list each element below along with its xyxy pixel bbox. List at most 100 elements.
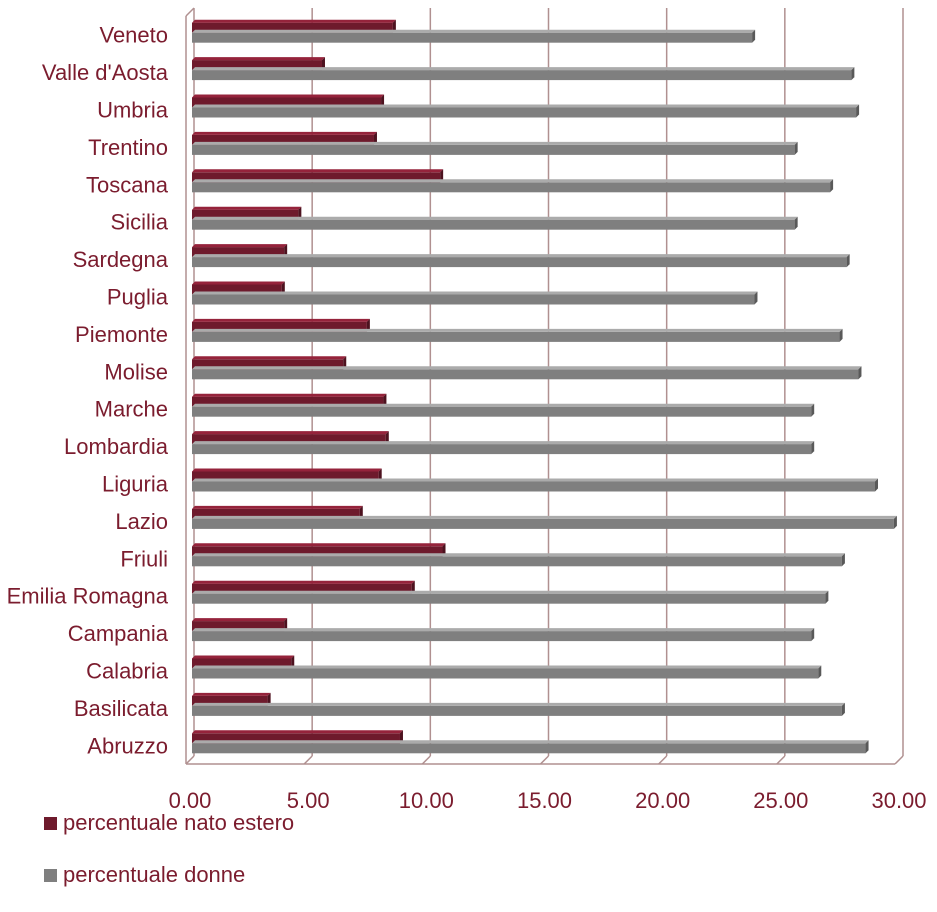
bar-donne-side — [811, 403, 815, 417]
floor-gridline — [658, 755, 668, 765]
bar-donne-side — [865, 740, 869, 754]
bar-donne-side — [794, 216, 798, 230]
bar-donne — [192, 182, 831, 193]
legend: percentuale nato estero percentuale donn… — [44, 808, 294, 912]
category-label: Valle d'Aosta — [42, 60, 169, 85]
bar-donne-side — [875, 478, 879, 492]
x-tick-label: 10.00 — [399, 788, 454, 813]
bar-donne-side — [856, 104, 860, 118]
bar-donne-top — [192, 328, 843, 332]
category-label: Basilicata — [74, 696, 169, 721]
bar-donne-top — [192, 29, 756, 33]
bar-nato-estero-top — [192, 169, 444, 173]
bar-donne — [192, 593, 826, 604]
bar-donne-top — [192, 665, 822, 669]
bar-nato-estero — [192, 284, 282, 295]
y-axis-top — [185, 7, 195, 17]
bar-nato-estero-top — [192, 618, 288, 622]
bar-nato-estero-side — [392, 19, 396, 33]
bar-nato-estero-top — [192, 281, 285, 285]
floor-gridline — [303, 755, 313, 765]
bar-nato-estero-top — [192, 356, 347, 360]
floor-gridline — [185, 755, 195, 765]
bar-donne-top — [192, 740, 869, 744]
category-label: Liguria — [102, 472, 169, 497]
bar-nato-estero — [192, 658, 292, 669]
category-label: Lombardia — [64, 434, 169, 459]
category-label: Piemonte — [75, 322, 168, 347]
bar-nato-estero-top — [192, 543, 446, 547]
bar-donne-side — [841, 553, 845, 567]
category-label: Umbria — [97, 98, 169, 123]
bar-donne-top — [192, 366, 862, 370]
bar-donne-top — [192, 403, 815, 407]
bar-nato-estero-side — [284, 244, 288, 258]
bar-nato-estero-side — [373, 131, 377, 145]
bar-donne-side — [846, 254, 850, 268]
bar-nato-estero-side — [378, 468, 382, 482]
category-label: Trentino — [88, 135, 168, 160]
bar-donne — [192, 444, 812, 455]
bar-nato-estero-top — [192, 94, 385, 98]
bar-donne-side — [754, 291, 758, 305]
bar-nato-estero-side — [359, 505, 363, 519]
bar-nato-estero — [192, 733, 400, 744]
bar-nato-estero-side — [411, 580, 415, 594]
bar-donne-side — [825, 590, 829, 604]
bar-nato-estero — [192, 247, 285, 258]
legend-item-donne: percentuale donne — [44, 860, 294, 890]
bar-nato-estero-side — [442, 543, 446, 557]
bar-donne-top — [192, 104, 860, 108]
bar-donne — [192, 144, 795, 155]
bar-donne-top — [192, 553, 845, 557]
bar-nato-estero-side — [440, 169, 444, 183]
bar-donne-side — [811, 628, 815, 642]
bar-nato-estero-top — [192, 57, 325, 61]
bar-nato-estero-side — [383, 393, 387, 407]
bar-nato-estero — [192, 321, 367, 332]
bar-donne — [192, 70, 852, 81]
bar-nato-estero-top — [192, 206, 302, 210]
category-label: Lazio — [115, 509, 168, 534]
bar-nato-estero-side — [381, 94, 385, 108]
bar-nato-estero — [192, 22, 393, 33]
floor-gridline — [539, 755, 550, 765]
legend-swatch-nato-estero — [44, 816, 57, 830]
bar-donne — [192, 631, 812, 642]
bar-donne-side — [811, 441, 815, 455]
bar-nato-estero — [192, 546, 443, 557]
category-label: Marche — [95, 397, 168, 422]
bar-donne — [192, 743, 866, 754]
bar-donne-top — [192, 179, 834, 183]
category-label: Sicilia — [111, 210, 169, 235]
bar-nato-estero-side — [399, 730, 403, 744]
category-label: Campania — [68, 621, 169, 646]
legend-item-nato-estero: percentuale nato estero — [44, 808, 294, 838]
bar-nato-estero-top — [192, 655, 295, 659]
bar-donne — [192, 294, 755, 305]
category-label: Calabria — [86, 659, 169, 684]
bar-nato-estero-top — [192, 318, 370, 322]
bar-nato-estero — [192, 471, 379, 482]
bar-nato-estero — [192, 695, 268, 706]
bar-donne — [192, 107, 857, 118]
bar-donne-side — [841, 702, 845, 716]
bar-chart: Abruzzo Basilicata Calabria Campania Emilia … — [7, 7, 927, 813]
bar-nato-estero — [192, 508, 360, 519]
bar-donne-side — [818, 665, 822, 679]
category-label: Veneto — [99, 23, 168, 48]
bar-donne-top — [192, 291, 758, 295]
bar-donne-side — [893, 515, 897, 529]
bar-nato-estero — [192, 359, 344, 370]
x-tick-label: 0.00 — [169, 788, 212, 813]
bar-donne-top — [192, 702, 845, 706]
bar-nato-estero — [192, 434, 386, 445]
category-label: Molise — [104, 359, 168, 384]
bar-nato-estero — [192, 97, 382, 108]
bar-donne-top — [192, 254, 850, 258]
bar-donne-top — [192, 141, 798, 145]
bar-nato-estero-side — [281, 281, 285, 295]
bar-nato-estero-side — [366, 318, 370, 332]
bar-nato-estero — [192, 621, 285, 632]
bar-donne-side — [752, 29, 756, 43]
